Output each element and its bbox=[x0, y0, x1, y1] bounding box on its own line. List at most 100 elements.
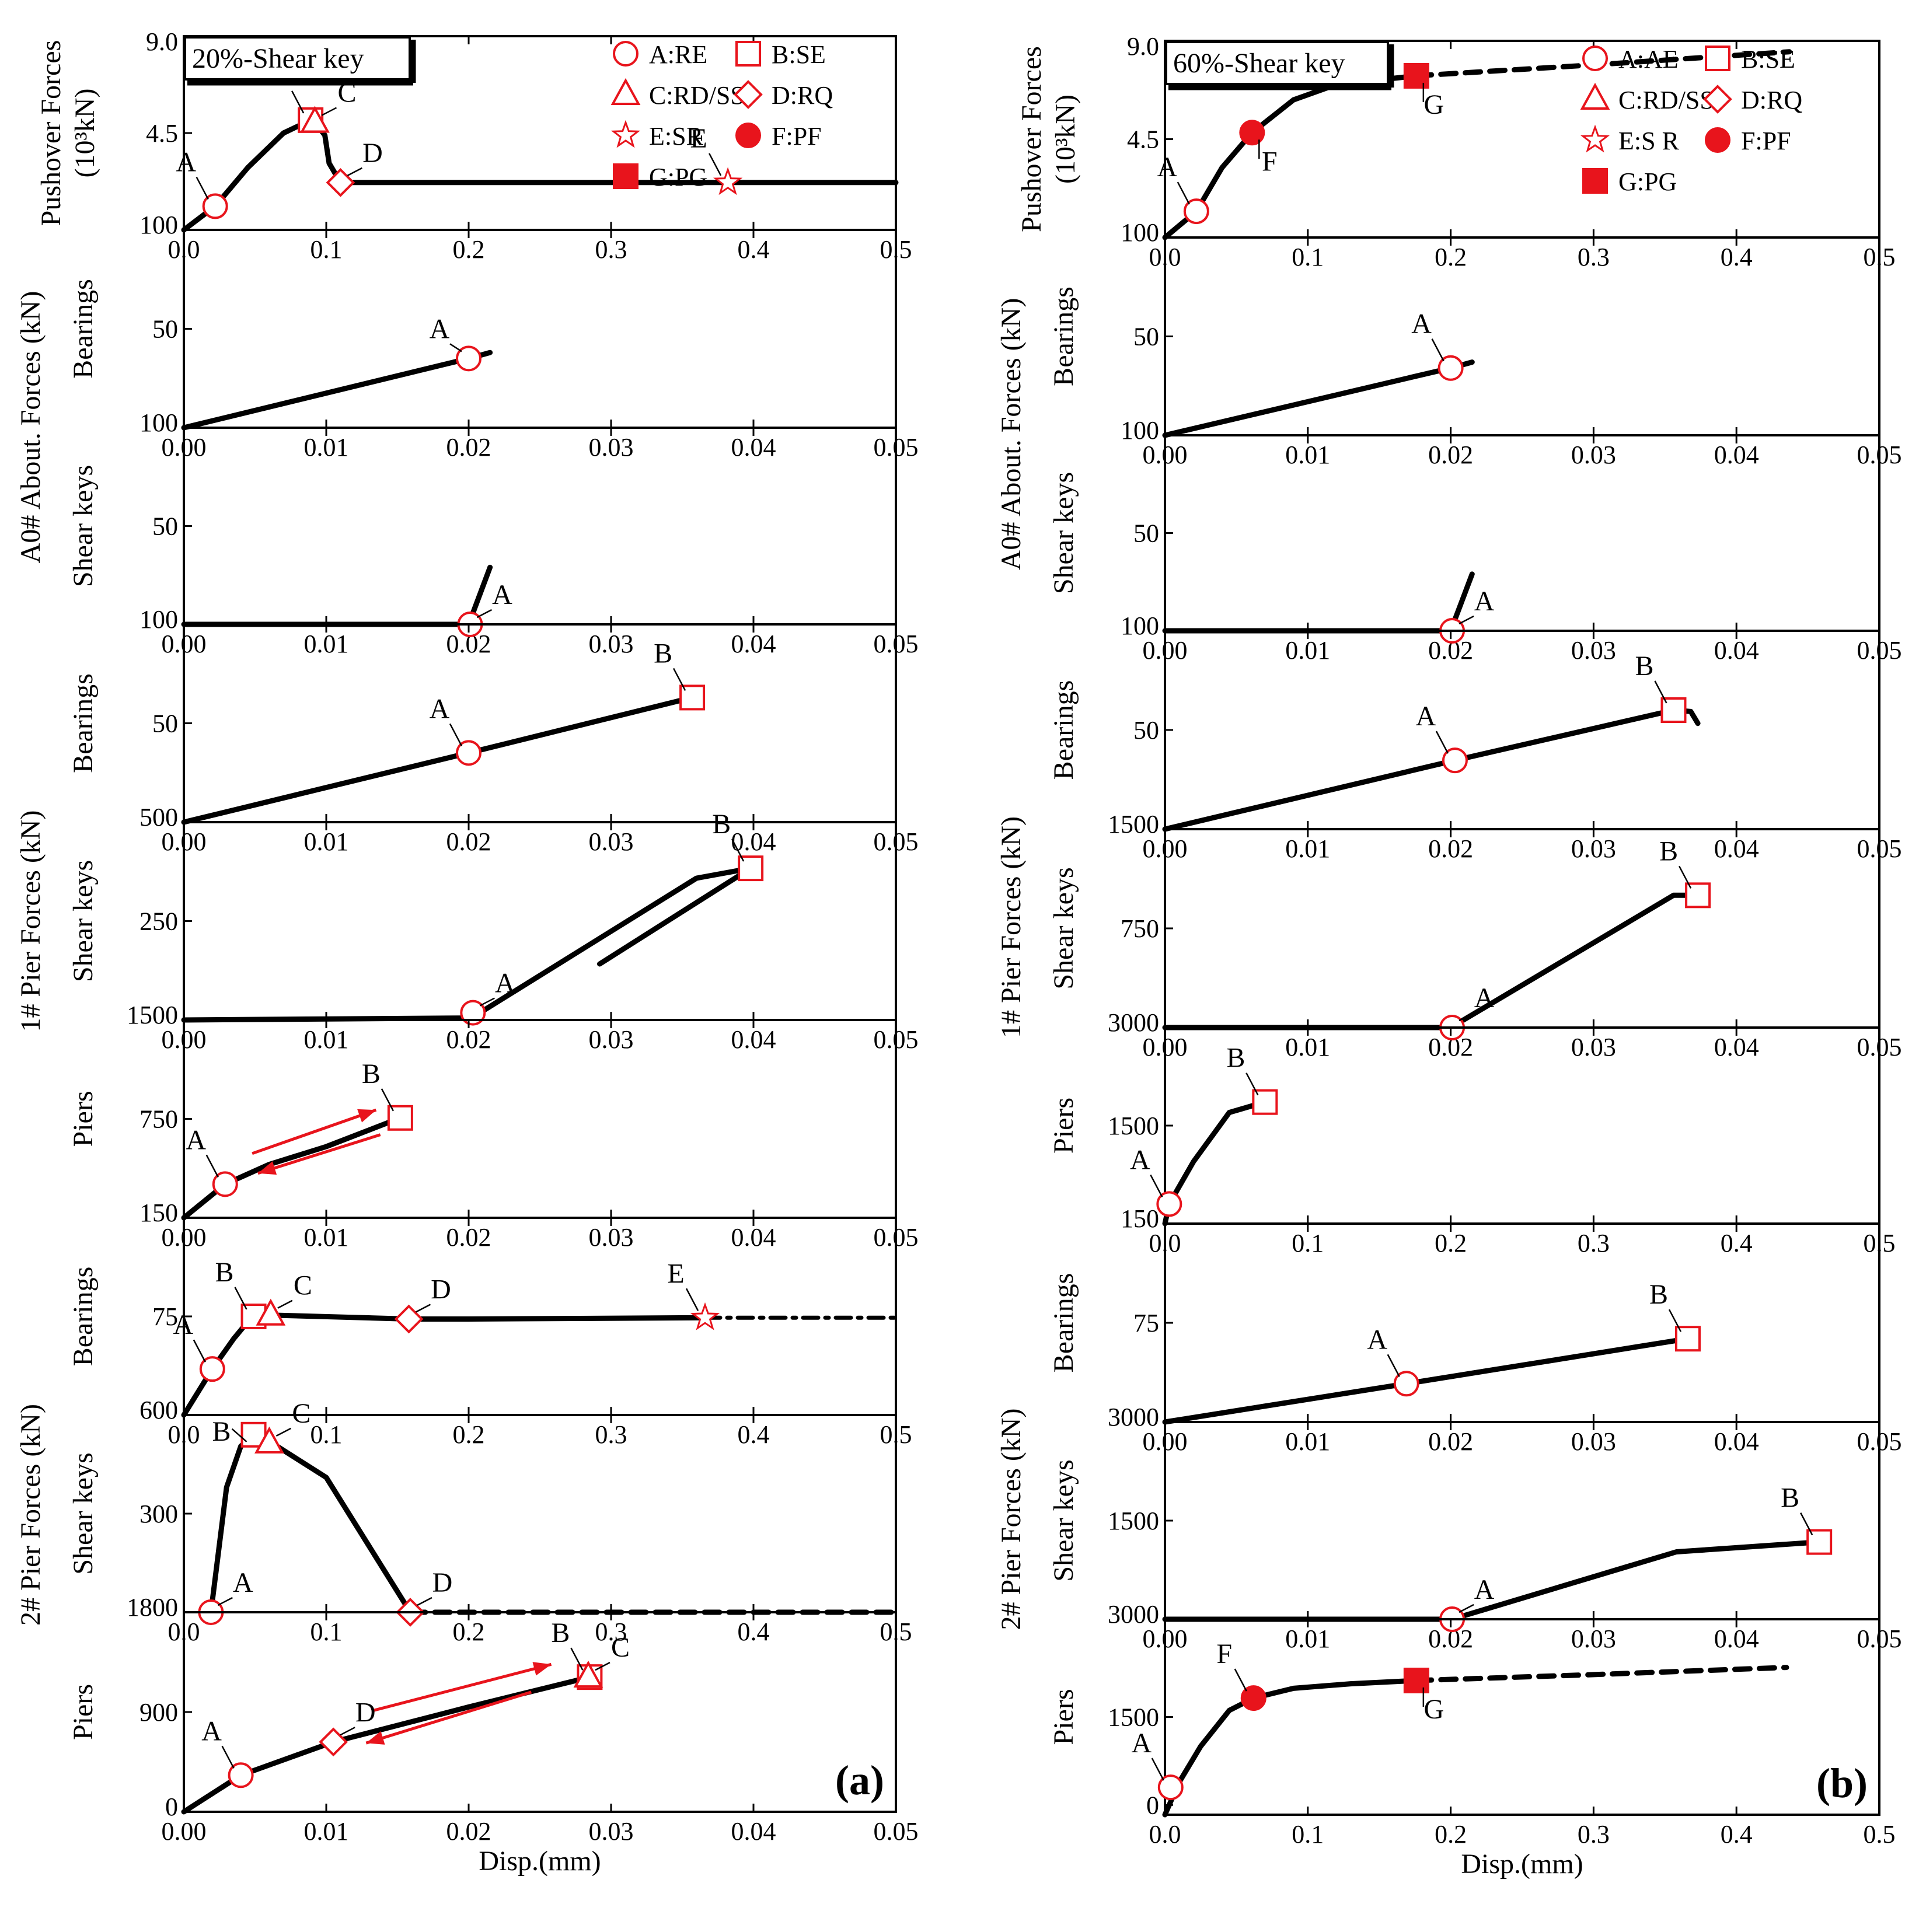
y-tick-label: 750 bbox=[139, 1105, 178, 1134]
x-tick-label: 0.4 bbox=[1721, 1820, 1753, 1849]
marker-label-B: B bbox=[215, 1257, 234, 1288]
marker-pointer bbox=[1177, 181, 1190, 205]
series-line-0 bbox=[181, 350, 493, 431]
subplot-ylabel: Shear keys bbox=[1048, 1459, 1079, 1581]
subplot-b-8: 0.0 0.1 0.2 0.3 0.4 0.5 0 1500 Piers A F G bbox=[1048, 1618, 1896, 1849]
subplot-ylabel: Shear keys bbox=[68, 465, 99, 587]
group-label-units: (10³kN) bbox=[69, 88, 100, 177]
x-tick-label: 0.04 bbox=[1714, 1624, 1759, 1653]
annotation-text: 60%-Shear key bbox=[1173, 48, 1345, 79]
x-tick-label: 0.02 bbox=[1428, 834, 1473, 863]
marker-label-A: A bbox=[1130, 1144, 1150, 1175]
y-tick-label: 3000 bbox=[1108, 1600, 1159, 1629]
marker-pointer bbox=[1668, 1309, 1682, 1332]
x-tick-label: 0.1 bbox=[1292, 1820, 1324, 1849]
legend-label: D:RQ bbox=[772, 81, 833, 110]
marker-pointer bbox=[1431, 338, 1444, 362]
axes-frame bbox=[183, 427, 897, 626]
marker-A bbox=[1157, 1774, 1184, 1801]
marker-D bbox=[394, 1304, 424, 1334]
marker-label-B: B bbox=[1659, 836, 1678, 867]
x-tick-label: 0.04 bbox=[1714, 834, 1759, 863]
subplot-ylabel: Shear keys bbox=[68, 1452, 99, 1574]
marker-A bbox=[456, 740, 482, 766]
marker-pointer bbox=[231, 1428, 247, 1442]
legend-symbol bbox=[613, 163, 638, 189]
x-tick-label: 0.0 bbox=[1149, 1820, 1181, 1849]
legend-label: D:RQ bbox=[1741, 86, 1802, 114]
x-tick-label: 0.01 bbox=[304, 1817, 349, 1846]
marker-A bbox=[460, 1000, 486, 1026]
axes-frame bbox=[1164, 828, 1880, 1029]
marker-label-A: A bbox=[430, 693, 450, 724]
y-tick-label: 500 bbox=[139, 803, 178, 832]
marker-pointer bbox=[321, 107, 337, 116]
x-tick-label: 0.03 bbox=[1571, 441, 1616, 469]
marker-label-E: E bbox=[667, 1258, 684, 1289]
marker-label-B: B bbox=[551, 1617, 570, 1648]
y-tick-label: 1500 bbox=[1108, 1703, 1159, 1732]
marker-label-D: D bbox=[432, 1567, 453, 1598]
x-tick-label: 0.02 bbox=[446, 1223, 491, 1252]
x-tick-label: 0.03 bbox=[1571, 1033, 1616, 1061]
marker-pointer bbox=[205, 1154, 219, 1178]
x-tick-label: 0.03 bbox=[589, 1817, 634, 1846]
marker-pointer bbox=[1151, 1758, 1164, 1781]
x-tick-label: 0.2 bbox=[1435, 243, 1467, 271]
y-tick-label: 50 bbox=[152, 512, 178, 541]
marker-label-C: C bbox=[294, 1270, 312, 1301]
marker-label-A: A bbox=[233, 1567, 253, 1598]
annotation-frame bbox=[1165, 41, 1389, 85]
marker-pointer bbox=[347, 167, 362, 176]
legend-label: C:RD/SS bbox=[1618, 86, 1714, 114]
x-tick-label: 0.1 bbox=[1292, 243, 1324, 271]
x-tick-label: 0.4 bbox=[738, 1617, 770, 1646]
panel-a: 0.00.10.20.30.40.51004.59.0ABCDE0.000.01… bbox=[15, 27, 919, 1877]
legend-label: G:PG bbox=[1618, 167, 1677, 196]
group-label: 2# Pier Forces (kN) bbox=[15, 1404, 46, 1626]
x-tick-label: 0.03 bbox=[589, 827, 634, 856]
marker-label-G: G bbox=[1424, 89, 1444, 120]
marker-pointer bbox=[1387, 1354, 1400, 1377]
marker-label-D: D bbox=[355, 1697, 376, 1728]
marker-E bbox=[713, 167, 743, 195]
marker-A bbox=[1437, 355, 1464, 381]
legend-symbol bbox=[613, 41, 638, 67]
x-tick-label: 0.3 bbox=[595, 1617, 627, 1646]
marker-A bbox=[1156, 1191, 1182, 1217]
y-tick-label: 4.5 bbox=[146, 119, 178, 148]
x-tick-label: 0.03 bbox=[1571, 636, 1616, 665]
annotation-frame bbox=[184, 36, 411, 81]
x-tick-label: 0.05 bbox=[874, 1817, 919, 1846]
marker-label-A: A bbox=[1411, 309, 1432, 340]
x-tick-label: 0.3 bbox=[1578, 1229, 1610, 1257]
group-label: Pushover Forces bbox=[36, 40, 67, 226]
legend-symbol bbox=[1580, 124, 1610, 153]
marker-pointer bbox=[417, 1596, 432, 1606]
x-tick-label: 0.04 bbox=[1714, 636, 1759, 665]
legend-label: A:RE bbox=[649, 40, 707, 69]
marker-label-A: A bbox=[1416, 701, 1436, 732]
x-tick-label: 0.2 bbox=[453, 1420, 485, 1449]
direction-arrow-shaft bbox=[257, 1133, 381, 1175]
marker-label-A: A bbox=[1367, 1324, 1387, 1355]
y-tick-label: 9.0 bbox=[146, 27, 178, 56]
x-tick-label: 0.03 bbox=[589, 630, 634, 658]
direction-arrow-shaft bbox=[252, 1108, 377, 1155]
marker-label-B: B bbox=[712, 809, 731, 840]
marker-pointer bbox=[476, 609, 493, 619]
axes-frame bbox=[1164, 1222, 1880, 1423]
marker-pointer bbox=[193, 1339, 206, 1362]
marker-F bbox=[1240, 1685, 1266, 1711]
subplot-ylabel: Bearings bbox=[1048, 680, 1079, 780]
marker-pointer bbox=[340, 1727, 355, 1736]
marker-label-B: B bbox=[1649, 1279, 1668, 1310]
y-tick-label: 1800 bbox=[127, 1593, 178, 1622]
legend-label: C:RD/SS bbox=[649, 81, 745, 110]
x-tick-label: 0.02 bbox=[446, 1025, 491, 1054]
series-line-0 bbox=[181, 1674, 592, 1815]
x-tick-label: 0.02 bbox=[1428, 1427, 1473, 1456]
group-label: A0# About. Forces (kN) bbox=[15, 291, 46, 564]
marker-A bbox=[212, 1171, 238, 1197]
